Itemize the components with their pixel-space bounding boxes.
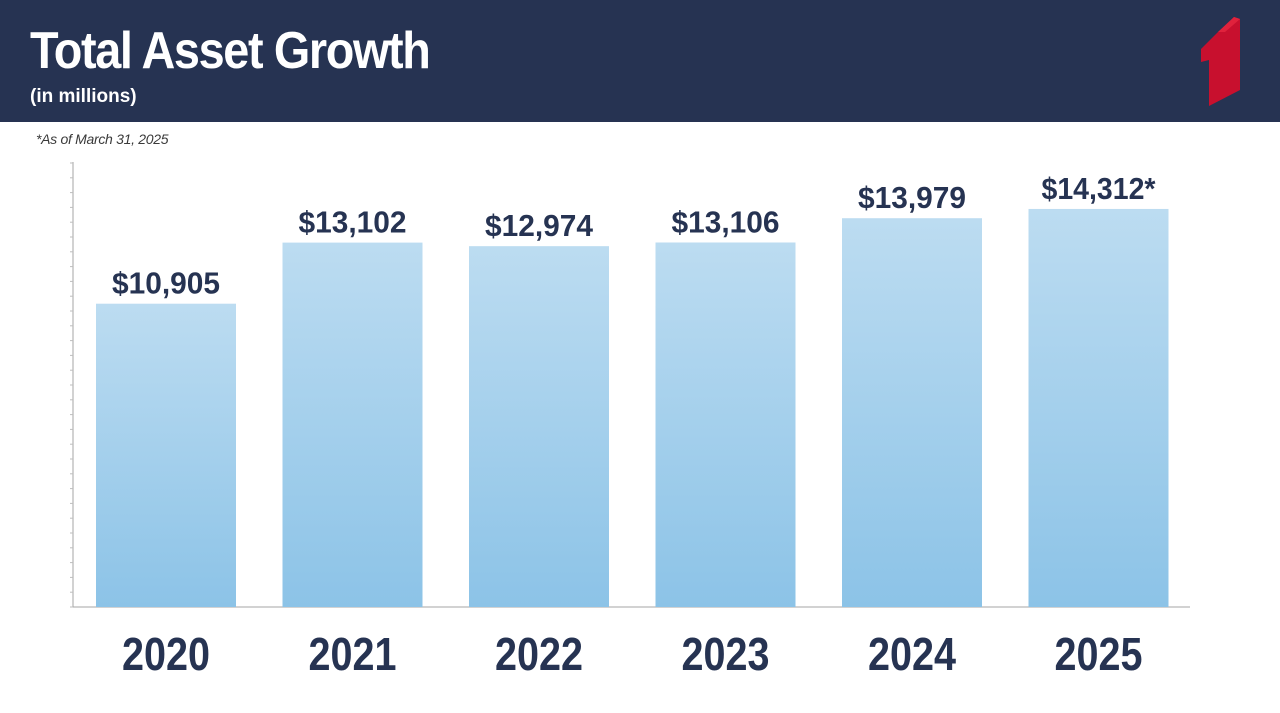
header-bar: Total Asset Growth (in millions) [0, 0, 1280, 122]
chart-footnote: *As of March 31, 2025 [36, 131, 169, 147]
data-label-2022: $12,974 [485, 208, 594, 243]
x-tick-label-2022: 2022 [495, 628, 583, 680]
chart-labels: $10,905 2020 $13,102 2021 $12,974 2022 $13,106… [112, 171, 1156, 680]
bar-2025 [1028, 208, 1169, 607]
chart-axes [70, 162, 1190, 608]
page-title: Total Asset Growth [30, 22, 431, 80]
data-label-2025: $14,312* [1042, 171, 1157, 206]
page-subtitle: (in millions) [30, 86, 137, 107]
bar-2024 [842, 218, 982, 608]
x-tick-label-2020: 2020 [122, 628, 210, 680]
bar-2022 [469, 246, 609, 607]
x-tick-label-2023: 2023 [682, 628, 770, 680]
bar-2021 [282, 242, 423, 607]
data-label-2023: $13,106 [672, 204, 780, 239]
data-label-2021: $13,102 [299, 205, 407, 240]
bar-2020 [96, 303, 236, 607]
red-numeral-one-logo-icon [1201, 17, 1240, 106]
data-label-2020: $10,905 [112, 266, 220, 301]
data-label-2024: $13,979 [858, 180, 966, 215]
x-tick-label-2025: 2025 [1055, 628, 1143, 680]
bar-2023 [655, 242, 796, 607]
chart-bars [96, 208, 1169, 608]
x-tick-label-2021: 2021 [309, 628, 397, 680]
x-tick-label-2024: 2024 [868, 628, 956, 680]
